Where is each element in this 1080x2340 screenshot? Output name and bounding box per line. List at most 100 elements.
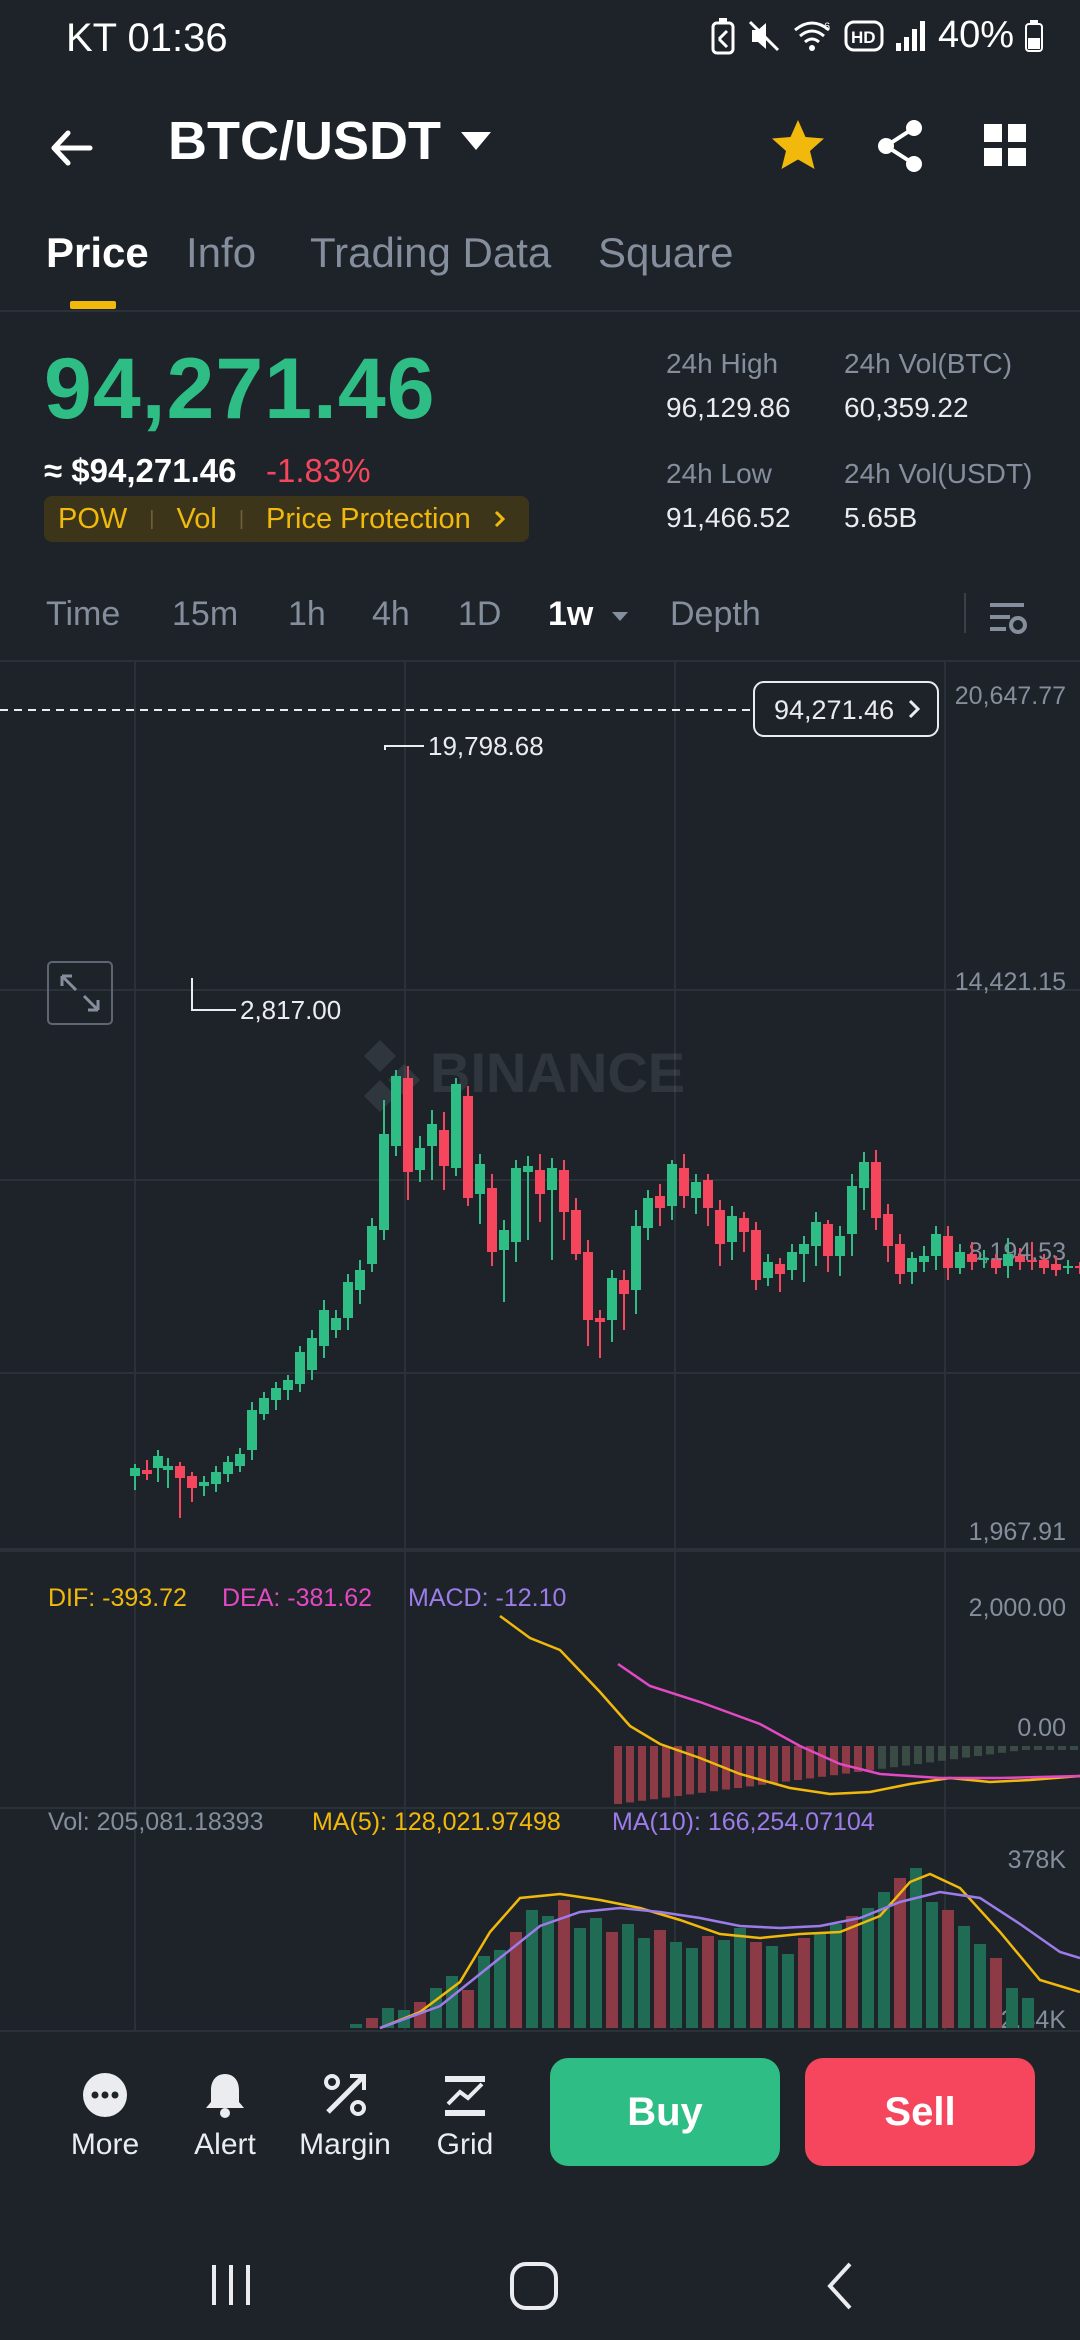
macd-histogram-bar — [782, 1746, 790, 1782]
candle-body — [307, 1338, 317, 1370]
home-icon[interactable] — [508, 2260, 560, 2312]
volume-bar — [750, 1942, 762, 2028]
candle-body — [199, 1482, 209, 1486]
macd-histogram-bar — [914, 1746, 922, 1764]
candle-body — [1063, 1266, 1073, 1268]
tab-square[interactable]: Square — [598, 229, 734, 276]
sell-button[interactable]: Sell — [805, 2058, 1035, 2166]
candle-body — [679, 1168, 689, 1196]
timeframe-1w-label: 1w — [548, 595, 594, 633]
candle-body — [655, 1196, 665, 1208]
candle-body — [691, 1182, 701, 1198]
timeframe-1h[interactable]: 1h — [288, 595, 326, 633]
tag-vol[interactable]: Vol — [176, 502, 217, 535]
candle-body — [163, 1466, 173, 1470]
candle-body — [979, 1258, 989, 1260]
volume-bar — [830, 1924, 842, 2028]
back-arrow-icon[interactable] — [44, 118, 104, 178]
timeframe-15m[interactable]: 15m — [172, 595, 239, 633]
candle-body — [595, 1318, 605, 1322]
grid-icon[interactable] — [974, 114, 1038, 178]
macd-histogram-bar — [614, 1746, 622, 1804]
macd-histogram-bar — [878, 1746, 886, 1769]
tag-separator: | — [149, 507, 155, 530]
volume-bar — [622, 1924, 634, 2028]
macd-histogram-bar — [854, 1746, 862, 1772]
timeframe-depth[interactable]: Depth — [670, 595, 761, 633]
candle-body — [130, 1468, 140, 1476]
tab-trading-data[interactable]: Trading Data — [310, 229, 552, 276]
tabs-bar: Price Info Trading Data Square — [0, 225, 1080, 312]
candle-body — [619, 1280, 629, 1294]
price-chart[interactable]: BINANCE 94,271.46 20,647.77 14,421.15 8,… — [0, 662, 1080, 2030]
volume-ma10-line — [379, 1890, 1080, 2030]
timeframe-1w[interactable]: 1w — [548, 595, 631, 634]
tag-pow[interactable]: POW — [58, 502, 128, 535]
grid-button[interactable]: Grid — [410, 2070, 520, 2162]
share-icon[interactable] — [868, 114, 932, 178]
volume-bar — [542, 1916, 554, 2028]
alert-label: Alert — [194, 2128, 256, 2161]
tab-info[interactable]: Info — [186, 229, 257, 276]
macd-histogram-bar — [974, 1746, 982, 1756]
buy-button[interactable]: Buy — [550, 2058, 780, 2166]
system-nav-bar — [0, 2230, 1080, 2340]
more-icon — [83, 2073, 127, 2117]
candle-body — [823, 1224, 833, 1256]
macd-histogram-bar — [926, 1746, 934, 1763]
macd-histogram-bar — [1010, 1746, 1018, 1752]
volume-bar — [350, 2024, 362, 2028]
volume-bar — [814, 1932, 826, 2028]
back-nav-icon[interactable] — [820, 2260, 860, 2312]
volume-bar — [574, 1928, 586, 2028]
macd-dea: DEA: -381.62 — [222, 1584, 372, 1612]
volume-bar — [846, 1916, 858, 2028]
pair-label: BTC/USDT — [168, 111, 441, 171]
candle-body — [787, 1252, 797, 1270]
volume-bar — [974, 1944, 986, 2028]
candle-body — [367, 1226, 377, 1264]
alert-button[interactable]: Alert — [170, 2070, 280, 2162]
candle-body — [451, 1084, 461, 1168]
volume-bar — [894, 1878, 906, 2028]
volume-bars — [350, 1868, 1034, 2028]
candle-body — [355, 1270, 365, 1290]
candle-body — [943, 1236, 953, 1268]
volume-bar — [494, 1950, 506, 2028]
tag-price-protection[interactable]: Price Protection — [266, 502, 471, 535]
max-price-marker: 19,798.68 — [384, 731, 544, 761]
chevron-down-icon — [460, 132, 491, 150]
macd-histogram-bar — [746, 1746, 754, 1787]
timeframe-1d[interactable]: 1D — [458, 595, 502, 633]
low-value: 91,466.52 — [666, 502, 791, 533]
expand-icon[interactable] — [47, 961, 113, 1025]
chart-settings-icon[interactable] — [986, 597, 1030, 637]
token-tags[interactable]: POW | Vol | Price Protection — [44, 496, 529, 542]
candle-body — [142, 1470, 152, 1474]
candle-body — [1075, 1266, 1080, 1268]
candle-body — [715, 1210, 725, 1244]
candle-body — [847, 1186, 857, 1234]
macd-histogram-bar — [638, 1746, 646, 1801]
tab-price[interactable]: Price — [46, 229, 149, 276]
pair-selector[interactable]: BTC/USDT — [168, 110, 491, 172]
volume-bar — [590, 1918, 602, 2028]
recent-apps-icon[interactable] — [206, 2260, 256, 2310]
divider — [964, 593, 966, 633]
volume-y-label: 378K — [1008, 1846, 1067, 1874]
star-icon[interactable] — [766, 114, 830, 178]
candle-body — [739, 1218, 749, 1232]
candle-body — [499, 1230, 509, 1250]
timeframe-time[interactable]: Time — [46, 595, 121, 633]
timeframe-4h[interactable]: 4h — [372, 595, 410, 633]
candle-body — [523, 1166, 533, 1172]
volume-bar — [1006, 1988, 1018, 2028]
more-button[interactable]: More — [50, 2070, 160, 2162]
volume-bar — [862, 1908, 874, 2028]
macd-dif-line — [499, 1614, 1080, 1796]
candle-body — [295, 1352, 305, 1384]
margin-button[interactable]: Margin — [290, 2070, 400, 2162]
candle-body — [153, 1456, 163, 1468]
svg-text:6: 6 — [824, 21, 830, 33]
current-price-tag[interactable]: 94,271.46 — [753, 681, 939, 737]
